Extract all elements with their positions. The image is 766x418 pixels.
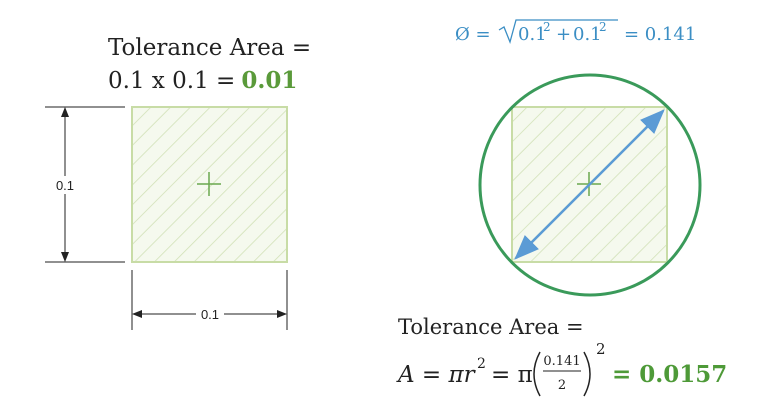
result: 0.01: [241, 67, 297, 94]
exponent: 2: [477, 356, 486, 372]
exponent: 2: [599, 20, 607, 34]
lhs: A = πr: [396, 362, 477, 388]
tolerance-circle: [478, 73, 702, 297]
paren: [583, 351, 591, 397]
denominator: 2: [558, 378, 566, 393]
result: = 0.141: [624, 24, 696, 45]
plus: +: [556, 24, 571, 45]
result: = 0.0157: [612, 361, 727, 388]
left-formula: 0.1 x 0.1 = 0.01: [108, 67, 297, 94]
label-bg: [52, 176, 78, 194]
term: 0.1: [518, 24, 547, 45]
paren: [533, 351, 541, 397]
term: 0.1: [573, 24, 602, 45]
diameter-line: [514, 109, 665, 260]
radical: [498, 19, 618, 45]
numerator: 0.141: [543, 354, 580, 369]
center-mark: [197, 172, 221, 196]
exponent: 2: [543, 20, 551, 34]
symbol: Ø =: [455, 24, 491, 45]
height-label: 0.1: [56, 178, 74, 193]
label-bg: [196, 306, 224, 322]
diameter-formula: Ø = 0.1 2 + 0.1 2 = 0.141: [455, 19, 696, 45]
left-title: Tolerance Area =: [108, 35, 311, 61]
right-title: Tolerance Area =: [398, 315, 584, 339]
equals-pi: = π: [491, 362, 533, 388]
area-formula: A = πr 2 = π 0.141 2 2 = 0.0157: [396, 340, 727, 397]
width-label: 0.1: [201, 307, 219, 322]
exponent: 2: [596, 340, 606, 358]
formula: 0.1 x 0.1 =: [108, 68, 235, 94]
